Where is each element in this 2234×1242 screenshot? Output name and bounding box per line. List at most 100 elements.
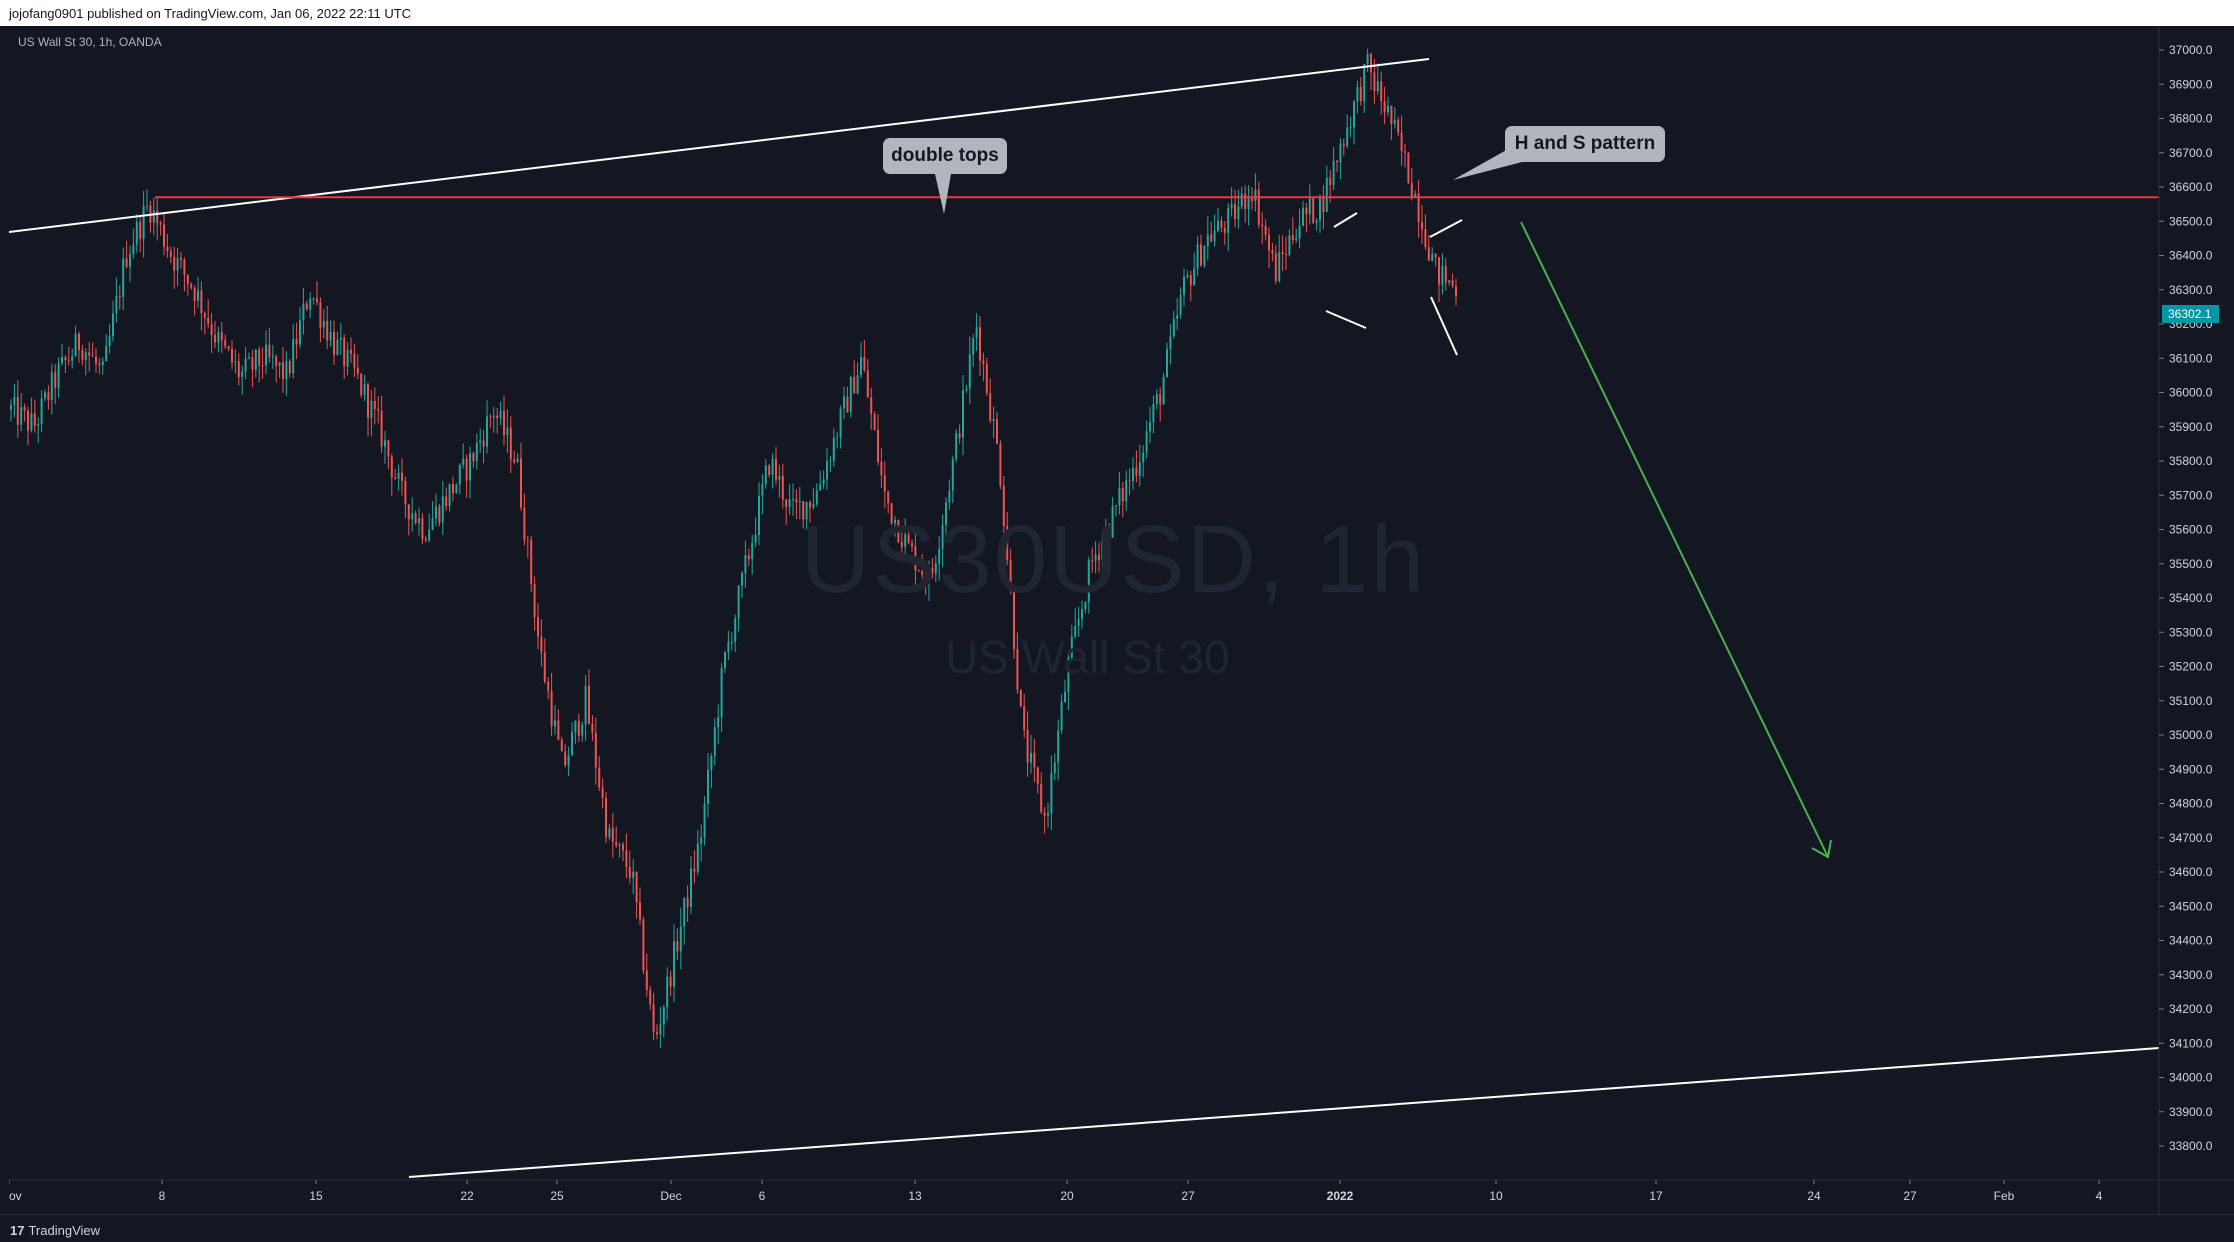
- candle-body: [1295, 238, 1298, 241]
- upper-trendline[interactable]: [9, 58, 1430, 233]
- candle-body: [567, 755, 570, 766]
- candle-body: [860, 356, 862, 376]
- candle-body: [1291, 235, 1294, 241]
- symbol-legend[interactable]: US Wall St 30, 1h, OANDA: [18, 35, 162, 49]
- candle-body: [1013, 590, 1015, 650]
- candle-body: [564, 751, 567, 766]
- candle-body: [526, 539, 529, 541]
- candle-body: [873, 413, 876, 430]
- candle-body: [1397, 119, 1400, 133]
- candle-body: [418, 518, 420, 524]
- candle-body: [37, 424, 40, 426]
- double-tops-callout[interactable]: double tops: [883, 138, 1007, 174]
- pattern-line-left-bottom[interactable]: [1325, 310, 1367, 329]
- candle-body: [210, 323, 213, 335]
- candle-body: [421, 518, 424, 540]
- candle-body: [537, 617, 539, 637]
- target-arrow-line[interactable]: [1520, 221, 1829, 858]
- candle-body: [768, 465, 771, 476]
- candle-body: [1376, 81, 1379, 92]
- candle-body: [1285, 253, 1287, 255]
- candle-body: [1387, 106, 1389, 113]
- candle-body: [1047, 813, 1049, 816]
- drawings[interactable]: [9, 58, 2160, 1178]
- candle-body: [275, 356, 278, 366]
- price-tick-label: 36500.0: [2169, 214, 2213, 228]
- price-tick-label: 34400.0: [2169, 934, 2213, 948]
- pattern-line-left-top[interactable]: [1333, 212, 1358, 228]
- candle-body: [662, 1007, 665, 1025]
- candle-body: [455, 484, 458, 494]
- candle-body: [44, 392, 46, 399]
- candle-body: [1196, 244, 1199, 269]
- candle-body: [1128, 480, 1131, 482]
- candle-body: [914, 546, 917, 571]
- candle-body: [1002, 485, 1005, 527]
- candle-body: [761, 484, 764, 496]
- price-tick-label: 37000.0: [2169, 43, 2213, 57]
- candle-body: [237, 361, 240, 378]
- candle-body: [74, 333, 77, 357]
- candle-body: [166, 246, 169, 251]
- candle-body: [938, 548, 941, 564]
- candle-body: [1155, 394, 1158, 404]
- price-tick-label: 33800.0: [2169, 1139, 2213, 1153]
- candle-body: [1315, 220, 1318, 223]
- candle-body: [921, 570, 924, 575]
- candle-body: [445, 496, 448, 507]
- candle-body: [95, 356, 97, 364]
- candle-body: [16, 396, 19, 425]
- candle-body: [370, 400, 373, 419]
- candle-body: [1138, 462, 1141, 476]
- candle-body: [1329, 177, 1332, 185]
- candle-body: [186, 274, 189, 284]
- candle-body: [686, 897, 689, 908]
- candle-body: [220, 332, 223, 340]
- candle-body: [295, 338, 298, 345]
- pattern-line-right-bottom[interactable]: [1430, 296, 1458, 356]
- price-tick-label: 34000.0: [2169, 1071, 2213, 1085]
- chart-area[interactable]: 37000.0 36900.0 36800.0 36700.0 36600.0 36500…: [9, 26, 2234, 1214]
- candle-body: [727, 642, 730, 653]
- candle-body: [992, 418, 995, 421]
- candle-body: [1091, 560, 1094, 562]
- tradingview-logo[interactable]: 17 TradingView: [10, 1223, 100, 1238]
- candle-body: [734, 618, 737, 643]
- candle-body: [666, 976, 669, 1008]
- candle-body: [1223, 227, 1226, 234]
- candle-body: [1159, 394, 1162, 405]
- candle-body: [135, 221, 138, 245]
- pattern-line-right-top[interactable]: [1429, 219, 1463, 238]
- hs-pattern-callout[interactable]: H and S pattern: [1505, 126, 1665, 162]
- candle-body: [47, 392, 50, 401]
- candle-body: [129, 254, 131, 267]
- candle-body: [758, 495, 760, 535]
- candle-body: [1074, 625, 1077, 637]
- price-tick-label: 36400.0: [2169, 249, 2213, 263]
- candle-body: [866, 370, 869, 398]
- logo-mark: 17: [10, 1223, 25, 1238]
- candle-body: [1016, 649, 1019, 690]
- candle-body: [625, 850, 628, 867]
- candle-body: [244, 358, 247, 372]
- candle-body: [1009, 559, 1012, 591]
- candle-body: [700, 837, 703, 844]
- candle-body: [618, 844, 621, 846]
- price-chart[interactable]: 37000.0 36900.0 36800.0 36700.0 36600.0 36500…: [9, 26, 2234, 1214]
- candle-body: [319, 301, 322, 328]
- candle-body: [169, 250, 172, 257]
- candle-body: [635, 871, 638, 902]
- candle-body: [948, 490, 951, 503]
- candle-body: [465, 458, 468, 481]
- candle-body: [1268, 234, 1270, 251]
- candle-body: [724, 652, 726, 668]
- candle-body: [387, 440, 390, 457]
- last-price-tag: [2162, 305, 2219, 323]
- lower-trendline[interactable]: [408, 1047, 2160, 1178]
- candle-body: [815, 490, 818, 504]
- candle-body: [598, 767, 601, 788]
- candle-body: [1077, 619, 1080, 626]
- candle-body: [163, 224, 165, 247]
- candle-body: [1200, 244, 1202, 266]
- candle-body: [407, 504, 410, 520]
